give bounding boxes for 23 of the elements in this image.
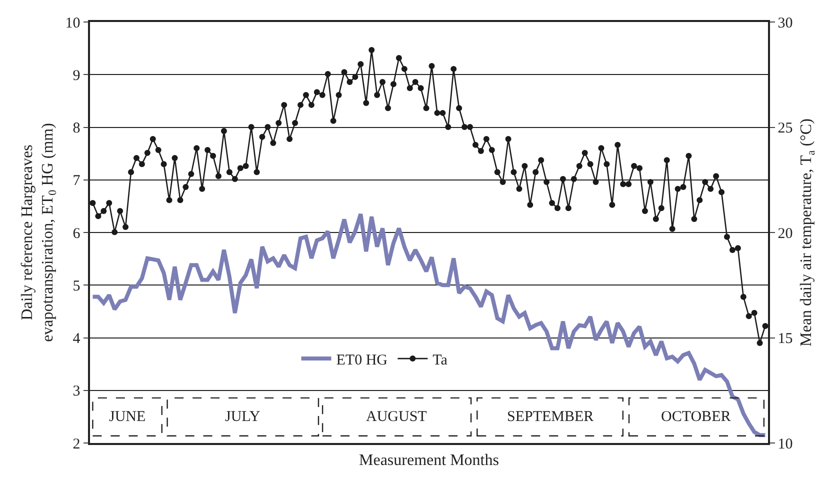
y-tick-label: 2 — [72, 436, 80, 452]
y-tick-label: 9 — [72, 68, 80, 84]
y-tick-label: 7 — [72, 173, 81, 190]
y2-tick-label: 25 — [778, 120, 793, 136]
y2-tick-label: 15 — [778, 331, 793, 347]
y2-tick-label: 30 — [778, 15, 793, 32]
x-axis-title: Measurement Months — [359, 452, 499, 469]
y2-tick-label: 20 — [778, 226, 793, 242]
y-tick-label: 4 — [72, 331, 81, 347]
y2-tick-label: 10 — [778, 436, 793, 452]
y-tick-label: 6 — [72, 226, 81, 242]
y-tick-label: 5 — [72, 278, 80, 294]
y-tick-label: 10 — [65, 15, 80, 32]
annotation: JUNE — [109, 409, 146, 425]
annotation: AUGUST — [366, 409, 427, 425]
annotation: OCTOBER — [661, 409, 731, 425]
line-series — [90, 212, 768, 438]
legend-label: Ta — [432, 352, 448, 368]
y-tick-label: 8 — [72, 120, 80, 136]
annotation: SEPTEMBER — [507, 409, 594, 425]
annotation: JULY — [225, 409, 260, 425]
y-tick-label: 3 — [72, 384, 80, 400]
legend-label: ET0 HG — [336, 352, 388, 368]
